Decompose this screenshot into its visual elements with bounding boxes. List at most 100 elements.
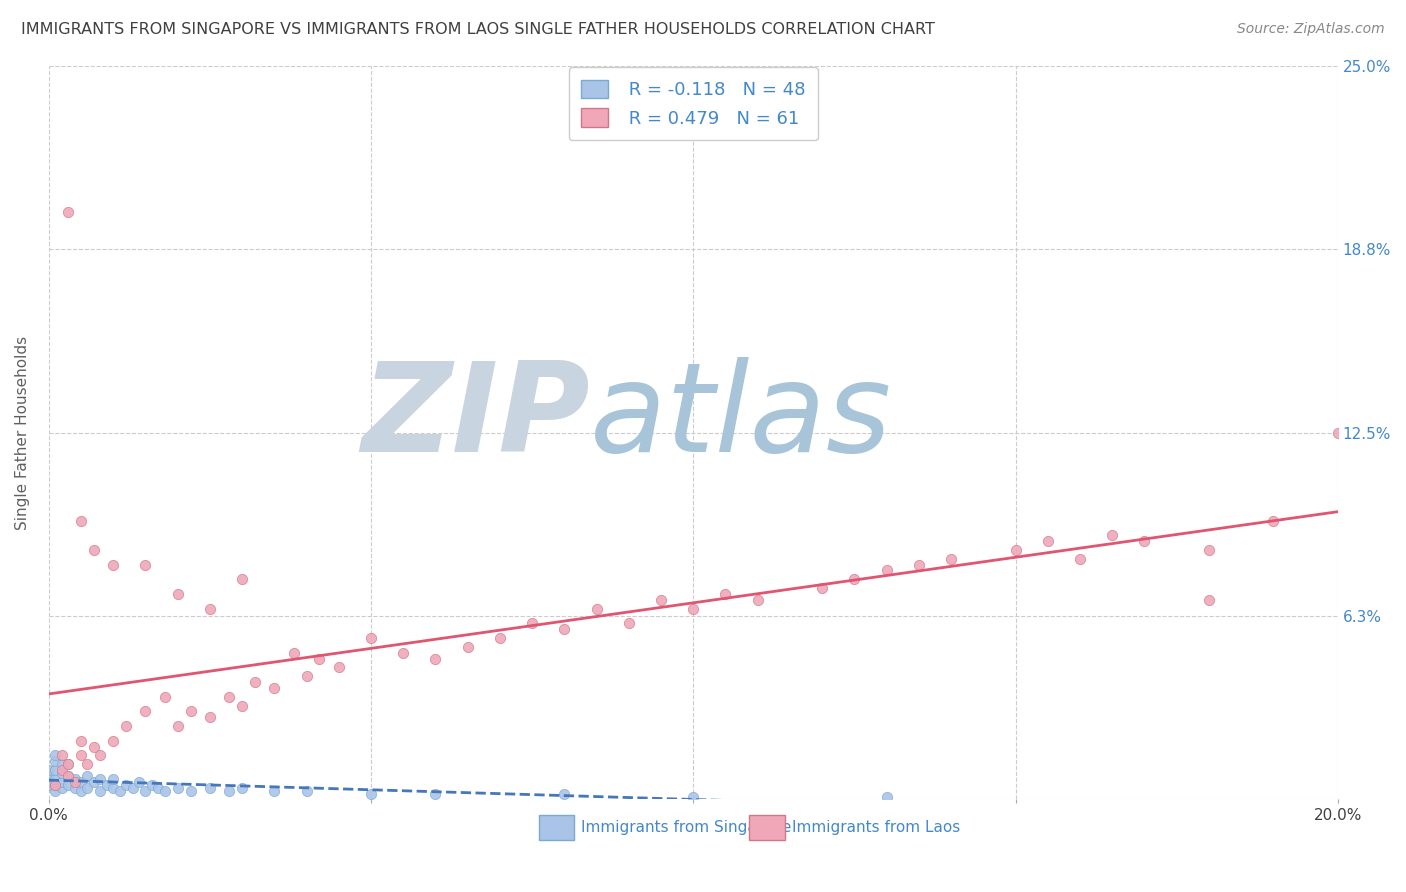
Point xyxy=(617,616,640,631)
Point xyxy=(89,772,111,786)
Point xyxy=(44,778,66,792)
Point xyxy=(70,748,93,763)
Point xyxy=(198,601,221,615)
Point xyxy=(682,601,704,615)
Point xyxy=(1263,514,1285,528)
Point xyxy=(56,769,79,783)
Point xyxy=(180,783,202,797)
Point xyxy=(231,780,253,795)
Point xyxy=(153,690,176,704)
Point xyxy=(134,558,156,572)
Point xyxy=(682,789,704,804)
Point xyxy=(103,772,125,786)
Text: Immigrants from Laos: Immigrants from Laos xyxy=(792,820,960,835)
Point xyxy=(134,705,156,719)
Point xyxy=(166,719,188,733)
Point xyxy=(328,660,350,674)
Point xyxy=(115,719,138,733)
Y-axis label: Single Father Households: Single Father Households xyxy=(15,335,30,530)
Point xyxy=(51,775,73,789)
Point xyxy=(908,558,931,572)
Point xyxy=(70,775,93,789)
Point xyxy=(553,787,575,801)
Point xyxy=(520,616,543,631)
Point xyxy=(38,763,60,777)
Point xyxy=(457,640,479,654)
Point xyxy=(1101,528,1123,542)
Point xyxy=(263,783,285,797)
Point xyxy=(103,733,125,747)
Text: IMMIGRANTS FROM SINGAPORE VS IMMIGRANTS FROM LAOS SINGLE FATHER HOUSEHOLDS CORRE: IMMIGRANTS FROM SINGAPORE VS IMMIGRANTS … xyxy=(21,22,935,37)
Point xyxy=(425,787,447,801)
Point xyxy=(51,766,73,780)
Point xyxy=(83,775,105,789)
Point xyxy=(51,757,73,772)
Point xyxy=(76,757,98,772)
Point xyxy=(844,572,866,586)
Point xyxy=(811,581,834,595)
Point xyxy=(747,592,769,607)
Point xyxy=(1133,534,1156,549)
Point xyxy=(56,757,79,772)
Point xyxy=(876,789,898,804)
Point xyxy=(166,780,188,795)
Point xyxy=(83,543,105,558)
Point xyxy=(70,783,93,797)
Point xyxy=(1198,592,1220,607)
Legend:  R = -0.118   N = 48,  R = 0.479   N = 61: R = -0.118 N = 48, R = 0.479 N = 61 xyxy=(568,67,818,140)
Point xyxy=(148,780,170,795)
Point xyxy=(51,748,73,763)
Point xyxy=(218,783,240,797)
Point xyxy=(44,754,66,768)
Point xyxy=(51,763,73,777)
Text: Source: ZipAtlas.com: Source: ZipAtlas.com xyxy=(1237,22,1385,37)
Point xyxy=(1326,425,1348,440)
Point xyxy=(63,780,86,795)
Point xyxy=(63,772,86,786)
Text: atlas: atlas xyxy=(591,358,893,478)
Point xyxy=(38,778,60,792)
Point xyxy=(44,772,66,786)
Point xyxy=(714,587,737,601)
Point xyxy=(56,757,79,772)
Point xyxy=(392,646,415,660)
Point xyxy=(650,592,672,607)
Point xyxy=(76,769,98,783)
Point xyxy=(44,763,66,777)
Point xyxy=(70,733,93,747)
Point xyxy=(876,564,898,578)
Point xyxy=(103,558,125,572)
Point xyxy=(198,780,221,795)
Point xyxy=(115,778,138,792)
Point xyxy=(198,710,221,724)
Point xyxy=(243,675,266,690)
Point xyxy=(76,780,98,795)
Point xyxy=(295,669,318,683)
Point xyxy=(44,783,66,797)
Point xyxy=(231,698,253,713)
Point xyxy=(231,572,253,586)
Point xyxy=(308,651,330,665)
Point xyxy=(295,783,318,797)
Point xyxy=(89,748,111,763)
Point xyxy=(360,631,382,645)
Point xyxy=(121,780,143,795)
Point xyxy=(134,783,156,797)
Point xyxy=(1198,543,1220,558)
Point xyxy=(103,780,125,795)
Point xyxy=(83,739,105,754)
Point xyxy=(1069,551,1091,566)
Point xyxy=(141,778,163,792)
Point xyxy=(108,783,131,797)
Point xyxy=(553,622,575,636)
Point xyxy=(939,551,962,566)
Text: Immigrants from Singapore: Immigrants from Singapore xyxy=(581,820,792,835)
Point xyxy=(63,775,86,789)
Text: ZIP: ZIP xyxy=(361,358,591,478)
Point xyxy=(283,646,305,660)
Point xyxy=(180,705,202,719)
Point xyxy=(1036,534,1059,549)
Point xyxy=(425,651,447,665)
Point xyxy=(263,681,285,695)
Point xyxy=(56,769,79,783)
